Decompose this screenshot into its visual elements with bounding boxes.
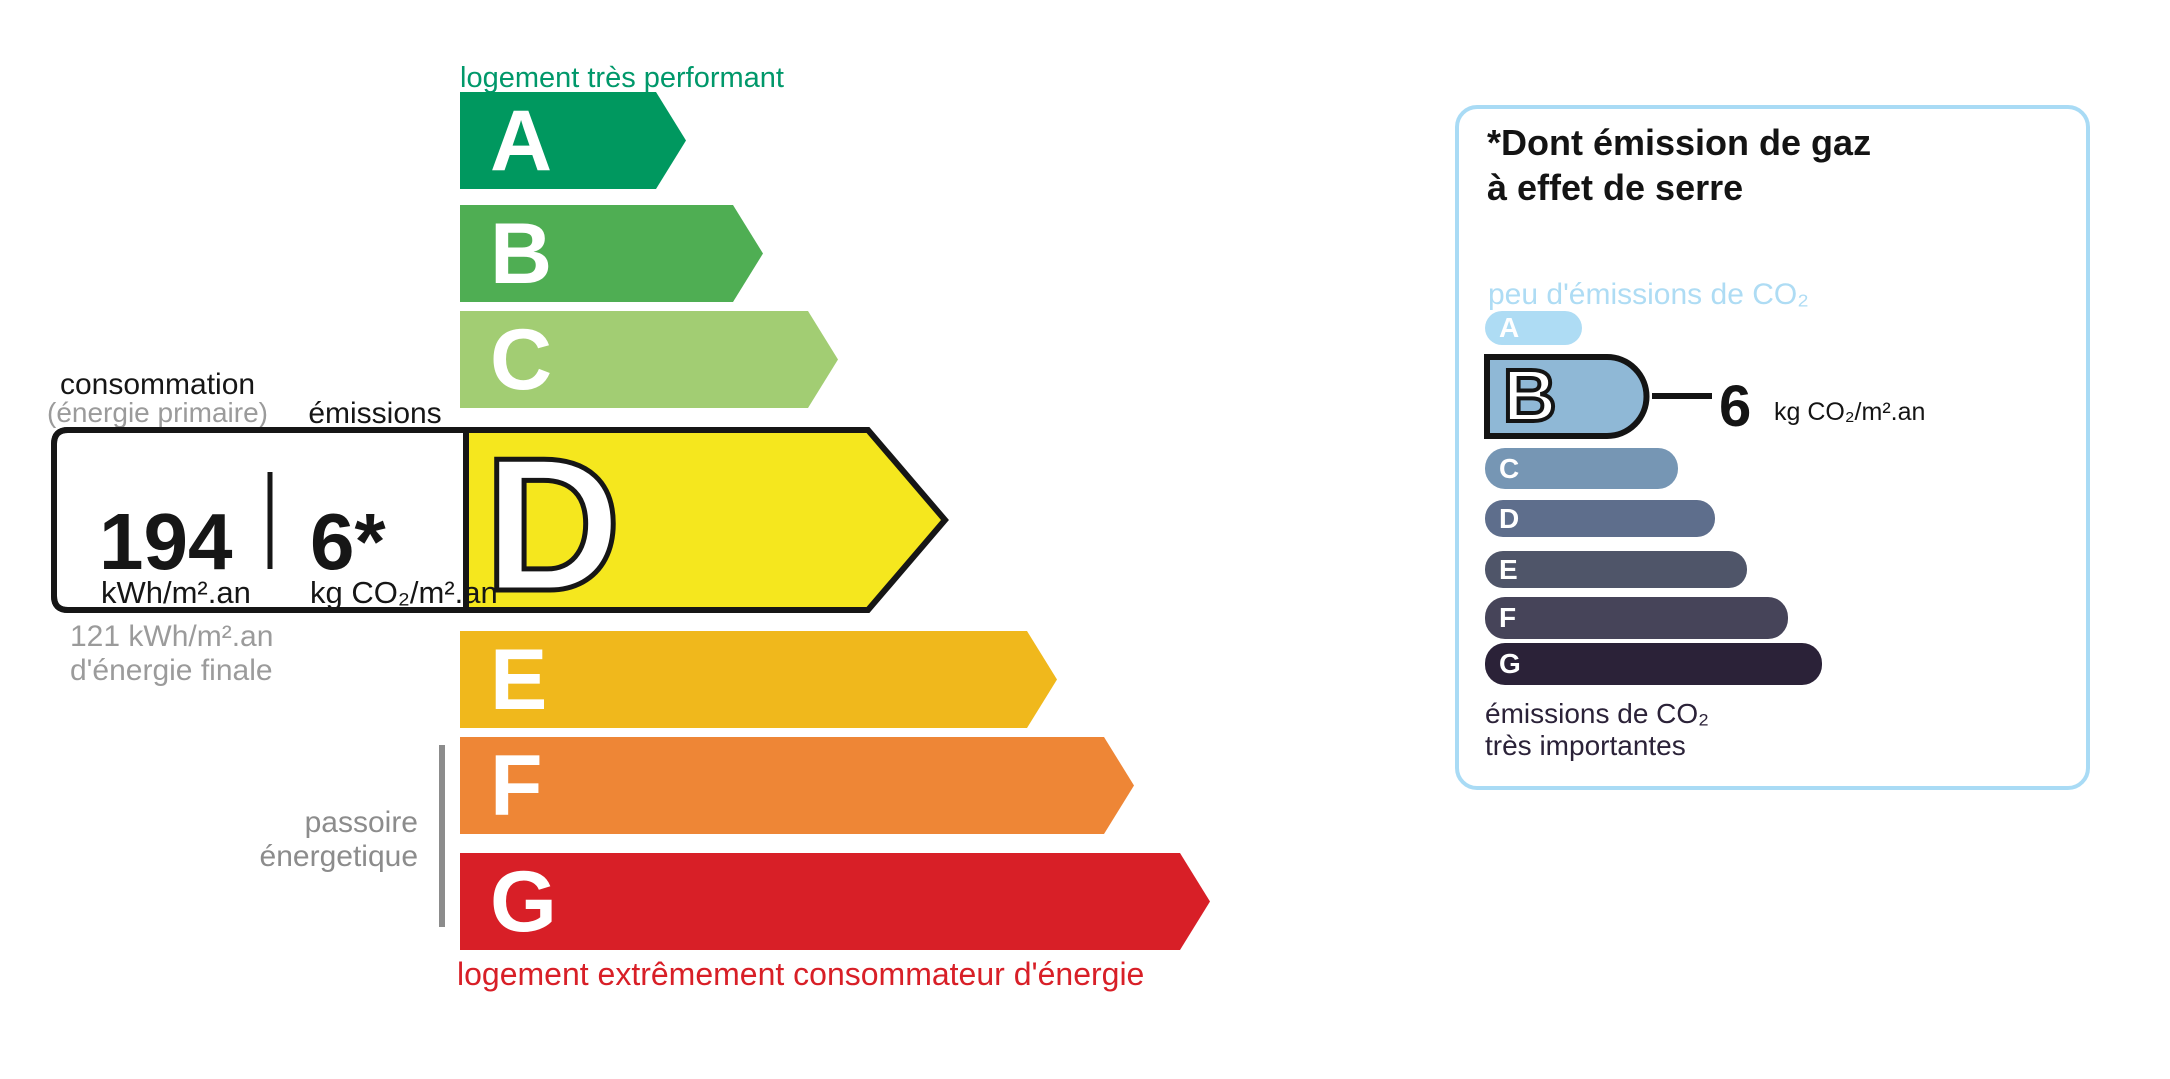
svg-text:kg CO₂/m².an: kg CO₂/m².an [310,575,498,610]
svg-text:D: D [484,427,621,613]
svg-text:6*: 6* [310,497,386,586]
svg-text:kWh/m².an: kWh/m².an [101,575,251,610]
svg-text:B: B [1503,354,1556,437]
svg-text:194: 194 [99,497,233,586]
